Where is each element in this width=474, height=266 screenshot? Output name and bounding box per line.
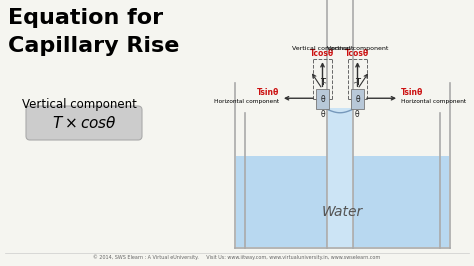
Text: θ: θ [355, 95, 360, 104]
Text: Vertical component: Vertical component [22, 98, 137, 111]
Text: Capillary Rise: Capillary Rise [8, 36, 179, 56]
Bar [353, 156, 449, 247]
Text: Equation for: Equation for [8, 8, 163, 28]
Text: Horizontal component: Horizontal component [214, 99, 279, 104]
Text: $T \times cos\theta$: $T \times cos\theta$ [52, 115, 117, 131]
Text: θ: θ [320, 95, 325, 104]
Text: Water: Water [322, 205, 363, 219]
Text: Tcosθ: Tcosθ [310, 49, 335, 58]
Text: Tcosθ: Tcosθ [346, 49, 370, 58]
FancyBboxPatch shape [26, 106, 142, 140]
Bar [236, 156, 327, 247]
Text: T: T [320, 78, 325, 87]
Text: Vertical component: Vertical component [292, 46, 353, 51]
Text: θ: θ [355, 110, 360, 119]
Text: Tsinθ: Tsinθ [401, 88, 423, 97]
Text: Vertical component: Vertical component [327, 46, 388, 51]
Text: © 2014, SWS Elearn : A Virtual eUniversity.     Visit Us: www.iitway.com, www.vi: © 2014, SWS Elearn : A Virtual eUniversi… [93, 254, 381, 260]
Text: Horizontal component: Horizontal component [401, 99, 466, 104]
Bar [351, 89, 364, 109]
Bar [316, 89, 329, 109]
Text: Tsinθ: Tsinθ [256, 88, 279, 97]
Bar [328, 108, 352, 247]
Text: T: T [355, 78, 360, 87]
Text: θ: θ [320, 110, 325, 119]
